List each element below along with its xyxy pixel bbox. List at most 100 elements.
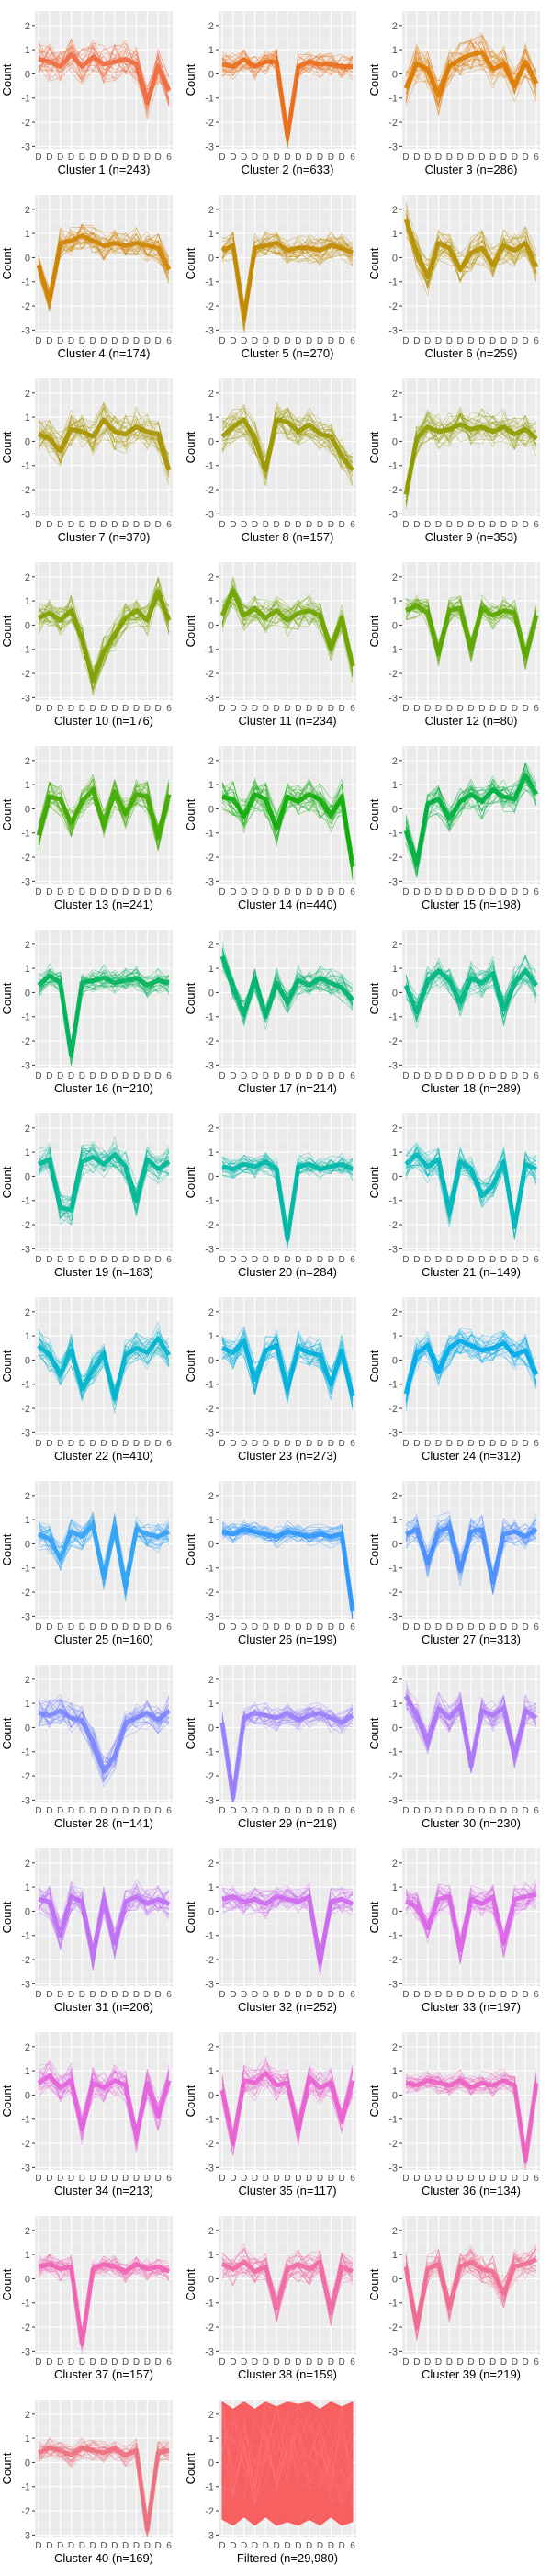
x-tick-label: D <box>79 336 85 346</box>
y-tick-label: 1 <box>25 1331 30 1342</box>
x-tick-label: D <box>100 1071 107 1081</box>
x-tick-label: D <box>523 1439 529 1449</box>
series-line <box>405 785 537 864</box>
x-tick-label: D <box>79 887 85 898</box>
series-lines <box>37 963 170 1067</box>
x-tick-label: D <box>489 1806 496 1816</box>
y-axis-title: Count <box>367 982 381 1014</box>
y-tick-label: -2 <box>205 669 214 680</box>
x-tick-label: D <box>500 1806 507 1816</box>
series-line <box>405 2073 537 2162</box>
series-line <box>38 40 170 92</box>
x-tick-label: D <box>144 887 151 898</box>
x-tick-label: D <box>478 336 485 346</box>
series-line <box>221 959 354 1022</box>
x-tick-label: D <box>489 336 496 346</box>
y-tick-label: -2 <box>21 2506 30 2517</box>
series-line <box>221 1524 354 1606</box>
series-line <box>221 1326 354 1402</box>
y-axis-title: Count <box>367 798 381 830</box>
series-lines <box>403 1327 539 1412</box>
x-tick-label: D <box>284 2541 290 2551</box>
y-tick-label: -3 <box>388 325 398 336</box>
series-line <box>38 233 170 289</box>
x-tick-label: D <box>241 336 247 346</box>
cluster-panel: -3 -2 -1 0 1 2 D D D D D D D D D D D D 6 Count Cluster 8 (n=… <box>184 371 367 555</box>
series-lines <box>219 576 355 683</box>
cluster-panel: -3 -2 -1 0 1 2 D D D D D D D D D D D D 6 Count Cluster 24 (n… <box>367 1290 551 1474</box>
series-line <box>38 1706 170 1775</box>
series-lines <box>403 761 539 878</box>
series-line <box>221 407 354 480</box>
x-tick-label: D <box>90 1622 96 1633</box>
x-tick-label: D <box>435 1071 442 1081</box>
series-line <box>38 777 170 838</box>
x-tick-label: D <box>90 1439 96 1449</box>
y-axis-title: Count <box>367 1533 381 1565</box>
y-tick-label: -3 <box>21 1428 30 1439</box>
x-tick-label: D <box>500 336 507 346</box>
x-tick-label: D <box>155 1990 162 2000</box>
x-tick-label: D <box>306 2174 312 2184</box>
y-axis-title: Count <box>184 1901 197 1933</box>
series-lines <box>403 202 539 297</box>
x-tick-label: D <box>489 2357 496 2367</box>
y-tick-label: 1 <box>25 780 30 791</box>
y-tick-label: 1 <box>392 1699 398 1710</box>
y-tick-label: -3 <box>21 509 30 520</box>
x-tick-label: D <box>263 887 269 898</box>
y-tick-label: 0 <box>25 69 30 80</box>
y-tick-label: 2 <box>25 21 30 32</box>
series-lines <box>220 1326 355 1411</box>
cluster-panel: -3 -2 -1 0 1 2 D D D D D D D D D D D D 6 Count Cluster 20 (n… <box>184 1106 367 1290</box>
series-line <box>405 413 537 487</box>
y-tick-label: -2 <box>388 669 398 680</box>
panel-title: Cluster 24 (n=312) <box>422 1449 521 1463</box>
cluster-panel: -3 -2 -1 0 1 2 D D D D D D D D D D D D 6 Count Cluster 5 (n=… <box>184 187 367 371</box>
x-tick-label: D <box>252 153 258 163</box>
series-line <box>221 955 354 1020</box>
series-line <box>221 53 354 143</box>
y-tick-label: 0 <box>392 2090 398 2101</box>
x-tick-label: D <box>500 2357 507 2367</box>
x-tick-label: D <box>284 887 290 898</box>
x-tick-label: D <box>252 336 258 346</box>
series-line <box>38 2067 170 2133</box>
series-lines <box>403 2244 538 2342</box>
series-line <box>38 1143 170 1219</box>
series-line <box>221 1708 354 1802</box>
x-tick-label: D <box>90 153 96 163</box>
y-tick-label: -1 <box>21 2115 30 2126</box>
series-line <box>38 967 170 1056</box>
x-tick-label: D <box>317 2357 323 2367</box>
y-tick-label: -3 <box>205 1244 214 1255</box>
x-tick-label: D <box>144 2357 151 2367</box>
series-line <box>38 585 170 688</box>
series-line <box>221 1524 354 1611</box>
x-tick-label: D <box>263 1806 269 1816</box>
x-tick-label: D <box>219 336 225 346</box>
y-tick-label: -3 <box>205 693 214 704</box>
panel-title: Cluster 40 (n=169) <box>54 2551 153 2565</box>
y-tick-label: -1 <box>21 1564 30 1575</box>
y-tick-label: 2 <box>392 2226 398 2237</box>
series-line <box>38 967 170 1067</box>
x-tick-label: D <box>90 1255 96 1265</box>
x-tick-label: 6 <box>350 1255 355 1265</box>
y-tick-label: 2 <box>25 2042 30 2053</box>
y-tick-label: 1 <box>208 2066 214 2077</box>
x-tick-label: 6 <box>534 1622 539 1633</box>
x-tick-label: D <box>512 1255 518 1265</box>
x-tick-label: D <box>328 704 334 714</box>
cluster-panel: -3 -2 -1 0 1 2 D D D D D D D D D D D D 6 Count Cluster 34 (n… <box>0 2025 184 2209</box>
series-line <box>221 1523 354 1612</box>
x-tick-label: D <box>523 520 529 530</box>
series-lines <box>219 2056 355 2156</box>
y-axis-title: Count <box>184 63 197 96</box>
x-tick-label: D <box>79 2174 85 2184</box>
cluster-core-line <box>403 2257 538 2330</box>
